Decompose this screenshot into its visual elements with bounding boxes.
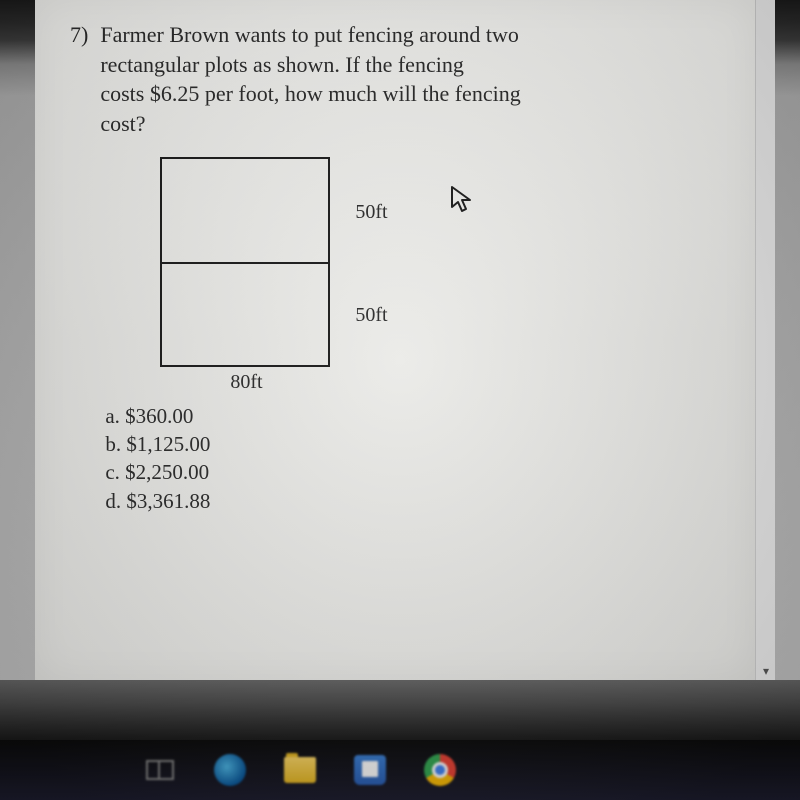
diagram-divider	[160, 262, 330, 264]
answer-b[interactable]: b. $1,125.00	[105, 430, 720, 458]
store-icon[interactable]	[350, 750, 390, 790]
problem-body: Farmer Brown wants to put fencing around…	[100, 20, 720, 515]
problem-number: 7)	[70, 20, 88, 515]
scroll-down-icon[interactable]: ▾	[759, 664, 773, 678]
taskview-icon[interactable]	[140, 750, 180, 790]
fencing-diagram: 50ft 50ft 80ft	[160, 157, 510, 392]
problem-text-line: rectangular plots as shown. If the fenci…	[100, 50, 720, 80]
label-50ft-top: 50ft	[355, 199, 387, 226]
answer-a[interactable]: a. $360.00	[105, 402, 720, 430]
problem-text-line: Farmer Brown wants to put fencing around…	[100, 20, 720, 50]
problem-text-line: costs $6.25 per foot, how much will the …	[100, 79, 720, 109]
cursor-icon	[450, 185, 476, 215]
answer-c[interactable]: c. $2,250.00	[105, 458, 720, 486]
file-explorer-icon[interactable]	[280, 750, 320, 790]
problem-text-line: cost?	[100, 109, 720, 139]
answer-d[interactable]: d. $3,361.88	[105, 487, 720, 515]
vertical-scrollbar[interactable]: ▾	[755, 0, 775, 680]
label-50ft-bottom: 50ft	[355, 302, 387, 329]
worksheet-page: 7) Farmer Brown wants to put fencing aro…	[35, 0, 755, 680]
monitor-bezel	[0, 680, 800, 740]
edge-icon[interactable]	[210, 750, 250, 790]
windows-taskbar[interactable]	[0, 740, 800, 800]
label-80ft: 80ft	[230, 369, 262, 396]
answer-choices: a. $360.00 b. $1,125.00 c. $2,250.00 d. …	[105, 402, 720, 515]
chrome-icon[interactable]	[420, 750, 460, 790]
problem-7: 7) Farmer Brown wants to put fencing aro…	[70, 20, 720, 515]
